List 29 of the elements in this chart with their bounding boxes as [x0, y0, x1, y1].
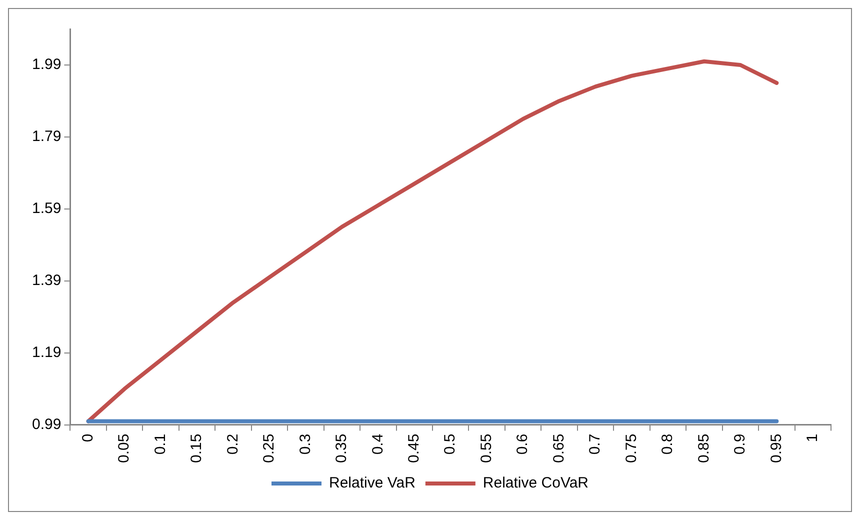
x-tick-label: 0.4: [369, 434, 386, 455]
x-tick-label: 0.75: [622, 434, 640, 464]
legend-label: Relative CoVaR: [482, 474, 589, 492]
x-tick-label: 1: [804, 434, 822, 442]
x-tick-label: 0.2: [224, 434, 242, 455]
x-tick-label: 0.45: [406, 434, 423, 464]
x-tick-label: 0: [79, 434, 96, 442]
x-tick-label: 0.9: [732, 434, 749, 455]
x-tick-label: 0.7: [586, 434, 604, 455]
y-tick-label: 1.19: [32, 344, 62, 361]
x-tick-label: 0.15: [188, 434, 206, 464]
x-tick-label: 0.95: [768, 434, 785, 464]
x-tick-label: 0.85: [695, 434, 712, 464]
y-tick-label: 1.59: [32, 200, 62, 218]
legend-label: Relative VaR: [328, 474, 416, 492]
y-tick-label: 1.79: [32, 128, 62, 146]
x-tick-label: 0.65: [550, 434, 568, 464]
y-tick-label: 1.99: [32, 56, 62, 74]
x-tick-label: 0.6: [514, 434, 532, 455]
x-tick-label: 0.1: [152, 434, 169, 455]
x-tick-label: 0.35: [333, 434, 350, 464]
x-tick-label: 0.5: [442, 434, 459, 455]
x-tick-label: 0.25: [260, 434, 278, 464]
x-tick-label: 0.8: [659, 434, 676, 455]
x-tick-label: 0.05: [116, 434, 133, 464]
y-tick-label: 1.39: [32, 272, 62, 290]
x-tick-label: 0.55: [478, 434, 495, 464]
y-tick-label: 0.99: [32, 416, 62, 433]
x-tick-label: 0.3: [296, 434, 314, 455]
